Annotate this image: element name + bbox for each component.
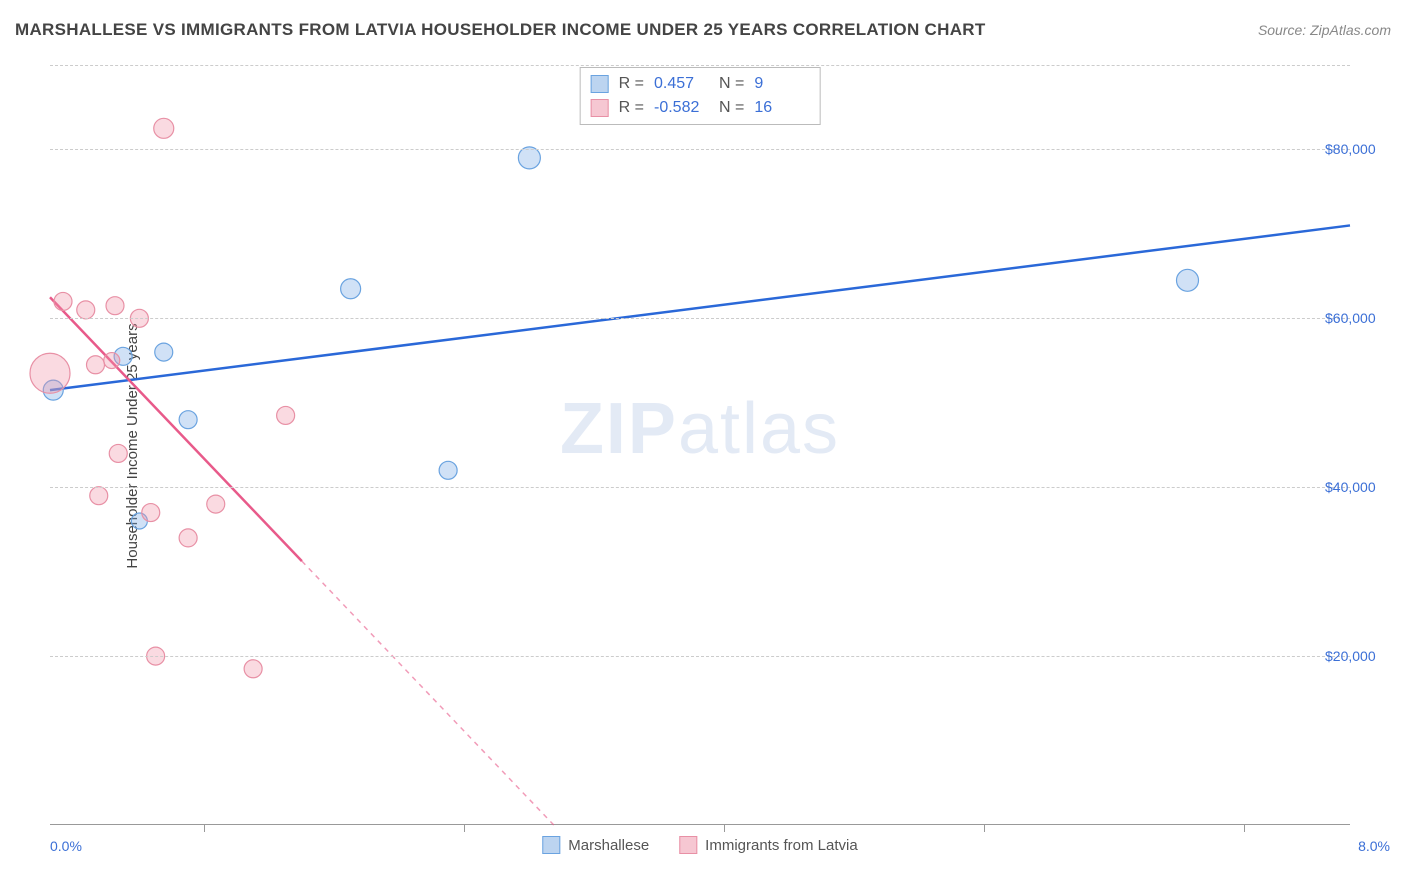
- data-point: [179, 529, 197, 547]
- gridline-h: [50, 656, 1350, 657]
- data-point: [104, 353, 120, 369]
- trend-line-dashed: [302, 561, 554, 825]
- data-point: [341, 279, 361, 299]
- gridline-h: [50, 149, 1350, 150]
- data-point: [179, 411, 197, 429]
- chart-title: MARSHALLESE VS IMMIGRANTS FROM LATVIA HO…: [15, 20, 986, 40]
- data-point: [439, 461, 457, 479]
- data-point: [155, 343, 173, 361]
- y-tick-label: $60,000: [1325, 310, 1405, 326]
- plot-area: ZIPatlas R = 0.457 N = 9 R = -0.582 N = …: [50, 65, 1350, 825]
- stats-r-val-a: 0.457: [654, 72, 709, 96]
- legend-swatch-a: [542, 836, 560, 854]
- stats-r-label-a: R =: [619, 72, 644, 96]
- stats-swatch-b: [591, 99, 609, 117]
- stats-n-label-b: N =: [719, 96, 744, 120]
- data-point: [87, 356, 105, 374]
- x-axis-min-label: 0.0%: [50, 838, 82, 854]
- data-point: [244, 660, 262, 678]
- data-point: [109, 444, 127, 462]
- x-axis-max-label: 8.0%: [1358, 838, 1390, 854]
- legend-item-b: Immigrants from Latvia: [679, 836, 858, 854]
- stats-swatch-a: [591, 75, 609, 93]
- legend-label-b: Immigrants from Latvia: [705, 837, 858, 854]
- stats-n-val-a: 9: [754, 72, 809, 96]
- stats-box: R = 0.457 N = 9 R = -0.582 N = 16: [580, 67, 821, 125]
- x-tick: [1244, 824, 1245, 832]
- gridline-h: [50, 487, 1350, 488]
- data-point: [106, 297, 124, 315]
- data-point: [1177, 269, 1199, 291]
- legend-label-a: Marshallese: [568, 837, 649, 854]
- trend-line: [50, 225, 1350, 390]
- data-point: [90, 487, 108, 505]
- data-point: [142, 504, 160, 522]
- bottom-legend: Marshallese Immigrants from Latvia: [542, 836, 857, 854]
- x-tick: [724, 824, 725, 832]
- stats-n-val-b: 16: [754, 96, 809, 120]
- stats-n-label-a: N =: [719, 72, 744, 96]
- stats-row-b: R = -0.582 N = 16: [591, 96, 810, 120]
- y-tick-label: $80,000: [1325, 141, 1405, 157]
- legend-swatch-b: [679, 836, 697, 854]
- data-point: [54, 292, 72, 310]
- stats-r-val-b: -0.582: [654, 96, 709, 120]
- source-label: Source: ZipAtlas.com: [1258, 22, 1391, 38]
- x-tick: [204, 824, 205, 832]
- data-point: [277, 406, 295, 424]
- data-point: [154, 118, 174, 138]
- x-tick: [984, 824, 985, 832]
- trend-line: [50, 297, 302, 561]
- data-point: [77, 301, 95, 319]
- chart-svg: [50, 65, 1350, 824]
- stats-row-a: R = 0.457 N = 9: [591, 72, 810, 96]
- data-point: [207, 495, 225, 513]
- stats-r-label-b: R =: [619, 96, 644, 120]
- data-point: [30, 353, 70, 393]
- x-tick: [464, 824, 465, 832]
- y-tick-label: $40,000: [1325, 479, 1405, 495]
- gridline-h: [50, 318, 1350, 319]
- gridline-h: [50, 65, 1350, 66]
- y-tick-label: $20,000: [1325, 648, 1405, 664]
- legend-item-a: Marshallese: [542, 836, 649, 854]
